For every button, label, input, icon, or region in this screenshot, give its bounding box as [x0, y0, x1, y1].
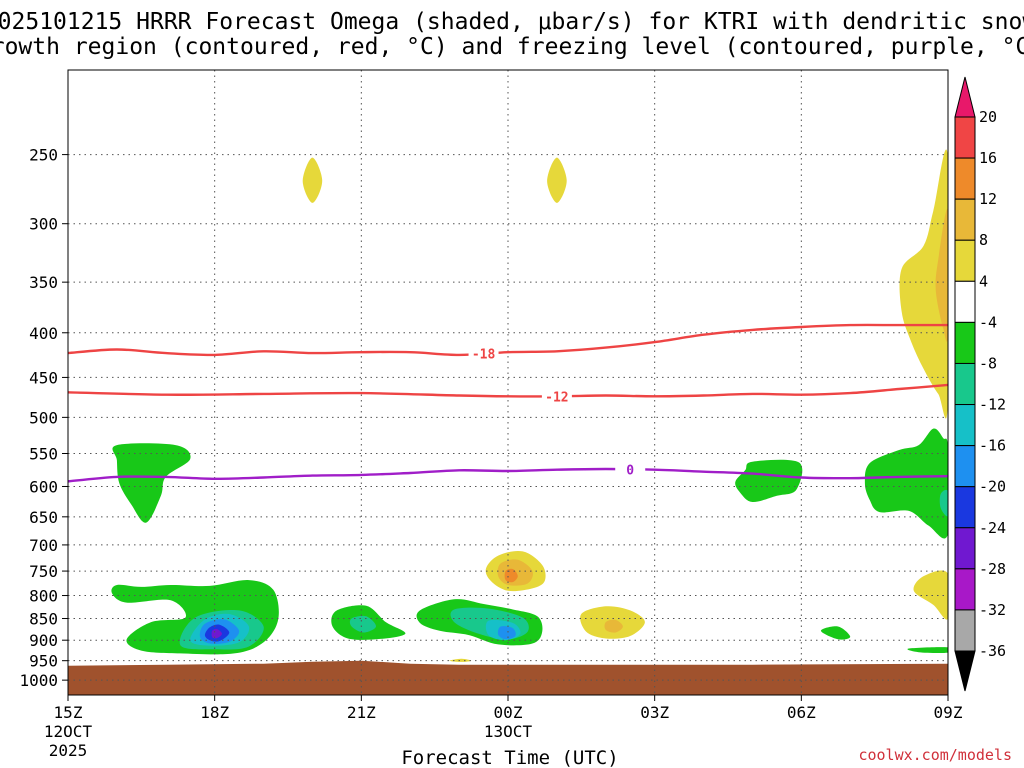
colorbar-label: 16 — [979, 149, 997, 167]
x-tick-label: 09Z — [934, 703, 963, 722]
y-tick-label: 950 — [29, 652, 58, 671]
y-tick-label: 350 — [29, 273, 58, 292]
colorbar: 20 16 12 8 4 -4 -8 -12 -16 -20 -24 -28 -32 -36 — [954, 76, 1006, 692]
y-tick-label: 500 — [29, 408, 58, 427]
colorbar-label: 20 — [979, 108, 997, 126]
colorbar-label: -12 — [979, 396, 1006, 414]
x-tick-label: 18Z — [200, 703, 229, 722]
y-tick-label: 600 — [29, 477, 58, 496]
omega-region-cyan-620-right — [939, 489, 948, 517]
omega-region-lightblue-885-00z — [497, 626, 516, 640]
colorbar-label: -32 — [979, 601, 1006, 619]
colorbar-swatch — [954, 280, 976, 323]
omega-region-green-925-right — [907, 647, 948, 654]
x-tick-label: 15Z — [54, 703, 83, 722]
contour-label-freezing-level-0: 0 — [626, 463, 634, 478]
colorbar-swatch — [954, 486, 976, 529]
y-tick-label: 750 — [29, 562, 58, 581]
colorbar-label: 4 — [979, 272, 988, 290]
y-axis: 250 300 350 400 450 500 550 600 650 700 750 800 850 9… — [19, 146, 68, 690]
contour-dgz-minus-12 — [68, 383, 948, 398]
omega-region-gold-870-02z — [604, 619, 623, 633]
colorbar-swatch — [954, 362, 976, 406]
colorbar-label: 8 — [979, 231, 988, 249]
colorbar-swatch — [954, 404, 976, 447]
x-tick-label: 03Z — [640, 703, 669, 722]
colorbar-label: 12 — [979, 190, 997, 208]
omega-region-yellow-270-01z — [547, 157, 567, 203]
colorbar-top-arrow — [954, 76, 976, 118]
colorbar-label: -28 — [979, 560, 1006, 578]
y-tick-label: 550 — [29, 444, 58, 463]
grid-layer — [68, 70, 948, 695]
colorbar-swatch — [954, 157, 976, 200]
contour-label-bg — [541, 388, 572, 405]
colorbar-label: -24 — [979, 519, 1006, 537]
contour-label-dgz-minus-18: -18 — [472, 348, 496, 363]
colorbar-swatch — [954, 321, 976, 364]
x-date-label: 13OCT — [484, 722, 533, 741]
y-tick-label: 800 — [29, 587, 58, 606]
omega-region-green-895-right — [820, 626, 851, 640]
omega-region-green-600-right — [864, 428, 948, 539]
y-tick-label: 1000 — [19, 671, 58, 690]
omega-region-yellow-800-right — [913, 570, 948, 620]
colorbar-swatch — [954, 609, 976, 652]
omega-region-cyan-870-21z — [349, 615, 377, 633]
x-tick-label: 21Z — [347, 703, 376, 722]
contour-dgz-minus-18 — [68, 323, 948, 357]
colorbar-label: -8 — [979, 354, 997, 372]
x-date-label: 12OCT — [44, 722, 93, 741]
omega-region-green-600-04z — [735, 459, 803, 503]
omega-region-orange-760-00z — [504, 568, 518, 583]
contour-label-dgz-minus-12: -12 — [545, 390, 568, 405]
colorbar-swatch — [954, 568, 976, 611]
colorbar-label: -16 — [979, 437, 1006, 455]
contour-label-bg — [615, 461, 646, 478]
x-tick-label: 06Z — [787, 703, 816, 722]
colorbar-swatch — [954, 239, 976, 282]
colorbar-swatch — [954, 527, 976, 570]
colorbar-bottom-arrow — [954, 650, 976, 692]
ground-fill — [68, 660, 948, 695]
contour-label-bg — [468, 345, 499, 362]
y-tick-label: 300 — [29, 215, 58, 234]
omega-region-yellow-950-2230z — [449, 658, 472, 662]
y-tick-label: 700 — [29, 536, 58, 555]
y-tick-label: 250 — [29, 146, 58, 165]
y-tick-label: 400 — [29, 324, 58, 343]
y-tick-label: 900 — [29, 631, 58, 650]
colorbar-swatch — [954, 198, 976, 241]
contour-layer: -18 -12 0 — [68, 323, 948, 483]
watermark: coolwx.com/models — [858, 746, 1012, 764]
chart-title-line2: growth region (contoured, red, °C) and f… — [0, 34, 1024, 60]
contour-freezing-level-0 — [68, 467, 948, 483]
x-tick-label: 00Z — [494, 703, 523, 722]
colorbar-label: -4 — [979, 313, 997, 331]
ground-layer — [68, 660, 948, 695]
colorbar-label: -36 — [979, 642, 1006, 660]
omega-region-yellow-350-right — [899, 149, 948, 419]
omega-shading-layer — [111, 149, 948, 662]
x-axis-label: Forecast Time (UTC) — [401, 747, 618, 768]
omega-region-yellow-270-20z — [302, 157, 323, 203]
x-year-label: 2025 — [49, 741, 88, 760]
colorbar-swatch — [954, 116, 976, 159]
omega-region-green-600-left — [112, 443, 191, 523]
y-tick-label: 450 — [29, 368, 58, 387]
chart-title-line1: 2025101215 HRRR Forecast Omega (shaded, … — [0, 9, 1024, 35]
omega-region-gold-350-right — [935, 208, 948, 342]
colorbar-label: -20 — [979, 478, 1006, 496]
colorbar-swatch — [954, 445, 976, 488]
y-tick-label: 850 — [29, 610, 58, 629]
y-tick-label: 650 — [29, 508, 58, 527]
